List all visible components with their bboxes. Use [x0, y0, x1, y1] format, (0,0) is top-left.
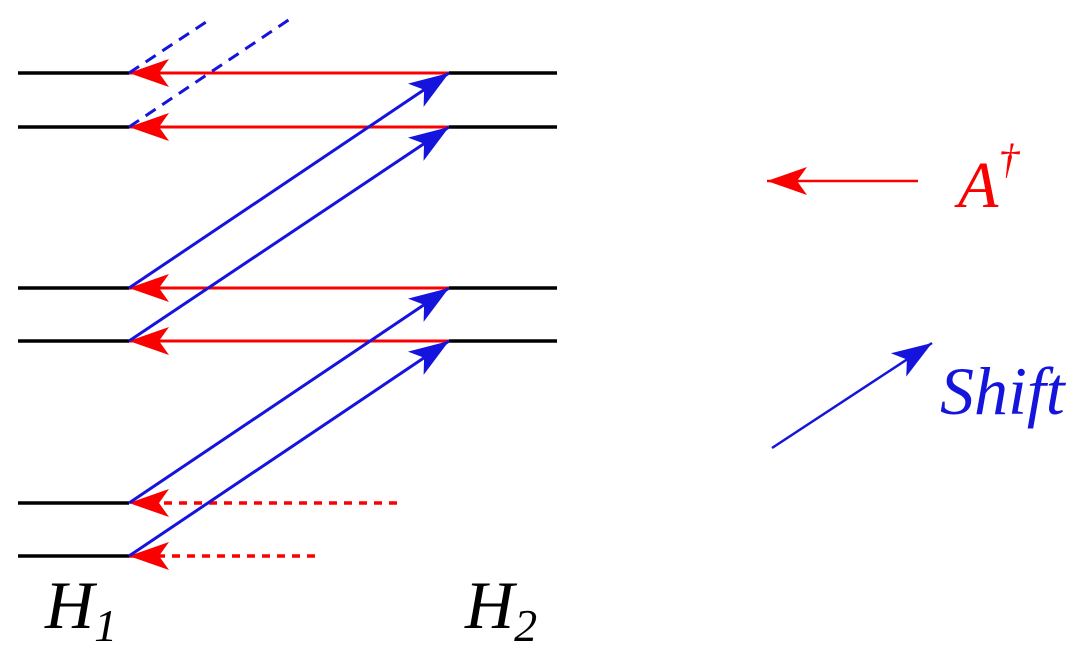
h1-label-sub: 1 — [94, 600, 117, 651]
h1-label: H1 — [44, 567, 117, 651]
shift-dashed-line — [128, 17, 291, 129]
shift-dashed-lines-group — [128, 17, 291, 129]
shift-arrows-group — [128, 71, 450, 558]
legend-arrows-group — [767, 167, 933, 450]
shift-arrow — [128, 71, 450, 290]
legend-a-dagger-base: A — [954, 149, 999, 222]
h2-levels-group — [449, 71, 557, 343]
h1-label-base: H — [44, 567, 98, 643]
h2-label: H2 — [464, 567, 537, 651]
shift-arrow — [128, 339, 450, 558]
legend-a-dagger-label: A† — [954, 137, 1020, 222]
shift-arrow — [128, 125, 450, 343]
legend-a-dagger-sup: † — [998, 137, 1020, 183]
a-dagger-arrows-group — [129, 59, 449, 355]
legend-shift-arrow — [771, 341, 933, 450]
h2-label-sub: 2 — [514, 600, 537, 651]
legend-shift-label: Shift — [940, 353, 1067, 429]
shift-arrow — [128, 286, 450, 505]
h2-label-base: H — [464, 567, 518, 643]
shift-dashed-line — [128, 18, 210, 75]
h1-levels-group — [18, 71, 129, 558]
a-dagger-dotted-arrows-group — [129, 489, 397, 570]
